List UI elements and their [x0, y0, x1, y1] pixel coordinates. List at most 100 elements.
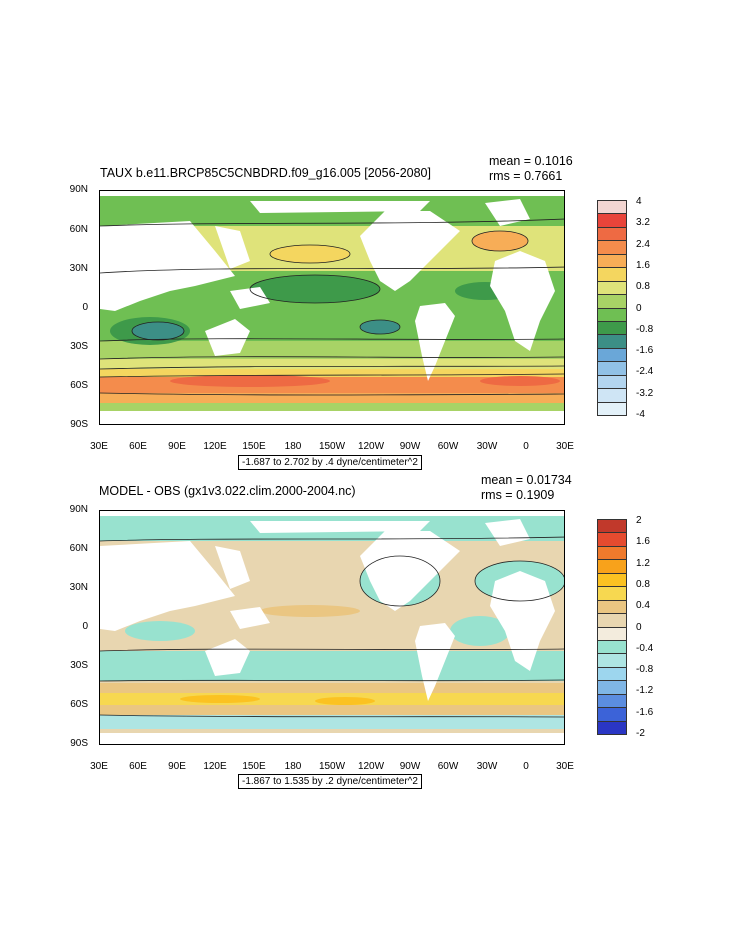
lon-label: 30E: [90, 441, 108, 452]
colorbar-swatch: [597, 666, 627, 682]
colorbar-swatch: [597, 613, 627, 628]
range-note: -1.687 to 2.702 by .4 dyne/centimeter^2: [238, 455, 422, 470]
lon-label: 120E: [203, 441, 227, 452]
colorbar-label: -0.8: [636, 323, 654, 335]
colorbar-label: -1.6: [636, 706, 654, 718]
lon-label: 60W: [437, 761, 459, 772]
lon-label: 90E: [168, 441, 186, 452]
panel-title: MODEL - OBS (gx1v3.022.clim.2000-2004.nc…: [99, 484, 356, 498]
colorbar-label: 2.4: [636, 238, 650, 250]
colorbar-swatch: [597, 532, 627, 547]
panel-title: TAUX b.e11.BRCP85C5CNBDRD.f09_g16.005 [2…: [100, 166, 431, 180]
lon-label: 150E: [242, 441, 266, 452]
lon-label: 150E: [242, 761, 266, 772]
colorbar-label: 1.6: [636, 259, 650, 271]
colorbar-swatch: [597, 307, 627, 322]
lat-label: 60N: [69, 543, 88, 554]
colorbar-label: -0.4: [636, 642, 654, 654]
lat-label: 90N: [69, 504, 88, 515]
map-field: [100, 191, 564, 424]
colorbar-label: 3.2: [636, 217, 650, 229]
map-field: [100, 511, 564, 744]
colorbar-swatch: [597, 653, 627, 668]
colorbar-swatch: [597, 280, 627, 296]
colorbar-swatch: [597, 626, 627, 641]
colorbar-label: 0.8: [636, 281, 650, 293]
colorbar-swatch: [597, 599, 627, 615]
lon-label: 120E: [203, 761, 227, 772]
mean-value: mean = 0.01734: [481, 473, 572, 487]
colorbar-swatch: [597, 267, 627, 282]
colorbar-swatch: [597, 401, 627, 416]
lat-label: 90N: [69, 184, 88, 195]
range-note: -1.867 to 1.535 by .2 dyne/centimeter^2: [238, 774, 422, 789]
lon-label: 0: [523, 441, 529, 452]
colorbar-swatch: [597, 388, 627, 403]
colorbar-swatch: [597, 253, 627, 269]
lat-label: 60S: [70, 699, 88, 710]
lon-label: 180: [284, 441, 302, 452]
colorbar-swatch: [597, 320, 627, 336]
colorbar-swatch: [597, 586, 627, 601]
colorbar-label: 0.8: [636, 578, 650, 590]
colorbar-swatch: [597, 693, 627, 709]
colorbar-label: -4: [636, 409, 645, 420]
rms-value: rms = 0.7661: [489, 169, 563, 183]
lon-label: 60W: [437, 441, 459, 452]
lon-label: 90E: [168, 761, 186, 772]
mean-value: mean = 0.1016: [489, 154, 573, 168]
lat-label: 30N: [69, 263, 88, 274]
colorbar-swatch: [597, 639, 627, 655]
lat-label: 0: [82, 621, 88, 632]
lat-label: 30S: [70, 660, 88, 671]
colorbar-swatch: [597, 294, 627, 309]
lon-label: 0: [523, 761, 529, 772]
lat-label: 30N: [69, 582, 88, 593]
lon-label: 30E: [556, 761, 574, 772]
lon-label: 60E: [129, 441, 147, 452]
colorbar-swatch: [597, 200, 627, 215]
colorbar-swatch: [597, 213, 627, 228]
colorbar-label: -2.4: [636, 366, 654, 378]
colorbar-label: 0: [636, 621, 642, 633]
colorbar-swatch: [597, 545, 627, 561]
rms-value: rms = 0.1909: [481, 488, 555, 502]
colorbar-swatch: [597, 720, 627, 735]
map-plot: [99, 190, 565, 425]
colorbar-swatch: [597, 334, 627, 349]
lat-label: 0: [82, 302, 88, 313]
lat-label: 90S: [70, 419, 88, 430]
lat-label: 60N: [69, 224, 88, 235]
lon-label: 180: [284, 761, 302, 772]
lon-label: 120W: [357, 441, 385, 452]
colorbar-label: -1.6: [636, 345, 654, 357]
lat-label: 30S: [70, 341, 88, 352]
lat-label: 60S: [70, 380, 88, 391]
lon-label: 30E: [556, 441, 574, 452]
colorbar-label: 2: [636, 515, 642, 526]
colorbar-swatch: [597, 559, 627, 574]
lon-label: 150W: [318, 761, 346, 772]
colorbar-swatch: [597, 519, 627, 534]
colorbar-swatch: [597, 680, 627, 695]
lon-label: 150W: [318, 441, 346, 452]
colorbar-swatch: [597, 707, 627, 722]
lon-label: 30E: [90, 761, 108, 772]
colorbar-swatch: [597, 374, 627, 390]
colorbar-label: 0: [636, 302, 642, 314]
colorbar-label: -3.2: [636, 387, 654, 399]
colorbar-swatch: [597, 572, 627, 588]
colorbar-swatch: [597, 240, 627, 255]
lon-label: 60E: [129, 761, 147, 772]
lon-label: 90W: [399, 761, 421, 772]
colorbar-label: 1.2: [636, 557, 650, 569]
lat-label: 90S: [70, 738, 88, 749]
lon-label: 30W: [476, 761, 498, 772]
lon-label: 120W: [357, 761, 385, 772]
colorbar-label: -2: [636, 728, 645, 739]
lon-label: 90W: [399, 441, 421, 452]
colorbar-label: 4: [636, 196, 642, 207]
map-plot: [99, 510, 565, 745]
colorbar: [597, 200, 627, 416]
colorbar-label: 0.4: [636, 600, 650, 612]
